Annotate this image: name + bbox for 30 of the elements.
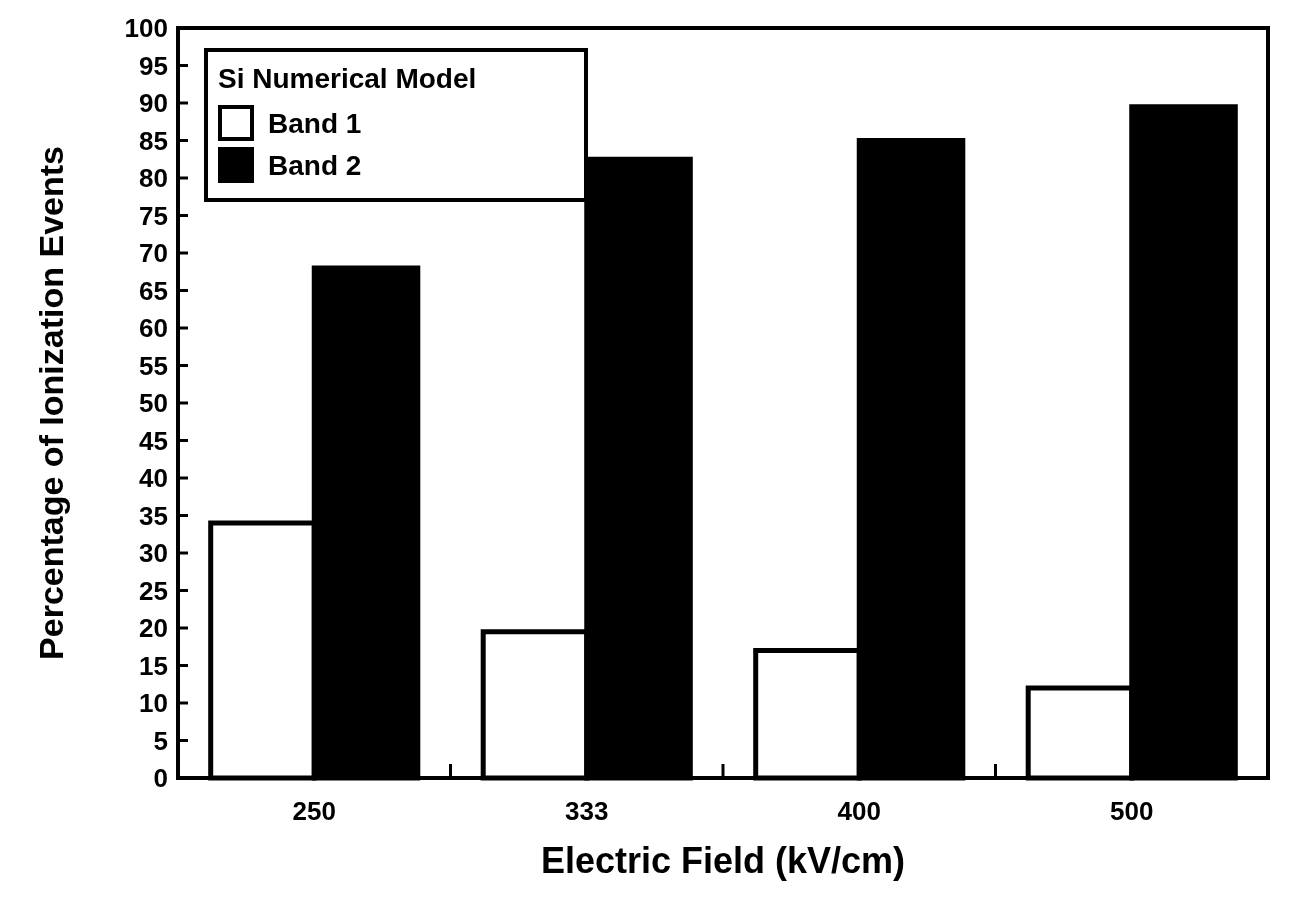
legend-label: Band 1: [268, 108, 362, 139]
y-tick-label: 20: [139, 613, 168, 644]
x-tick-label: 400: [837, 796, 881, 826]
y-tick-label: 15: [139, 650, 168, 681]
x-tick-label: 500: [1110, 796, 1154, 826]
y-tick-label: 75: [139, 200, 168, 231]
legend-label: Band 2: [268, 150, 362, 181]
y-tick-label: 55: [139, 350, 168, 381]
x-tick-label: 333: [565, 796, 609, 826]
y-tick-label: 80: [139, 163, 168, 194]
y-tick-label: 45: [139, 425, 168, 456]
y-tick-label: 35: [139, 500, 168, 531]
y-tick-label: 50: [139, 388, 168, 419]
y-tick-label: 95: [139, 50, 168, 81]
y-tick-label: 25: [139, 575, 168, 606]
y-tick-label: 10: [139, 688, 168, 719]
x-tick-label: 250: [292, 796, 336, 826]
y-tick-label: 0: [153, 763, 168, 794]
y-tick-label: 40: [139, 463, 168, 494]
y-tick-label: 30: [139, 538, 168, 569]
y-tick-label: 65: [139, 275, 168, 306]
y-tick-label: 70: [139, 238, 168, 269]
legend-title: Si Numerical Model: [218, 63, 477, 94]
x-axis-title: Electric Field (kV/cm): [540, 840, 906, 881]
y-tick-label: 90: [139, 88, 168, 119]
y-tick-label: 5: [153, 725, 168, 756]
y-axis-title: Percentage of Ionization Events: [32, 146, 70, 660]
y-tick-label: 100: [124, 13, 168, 44]
y-tick-label: 85: [139, 125, 168, 156]
y-tick-label: 60: [139, 313, 168, 344]
